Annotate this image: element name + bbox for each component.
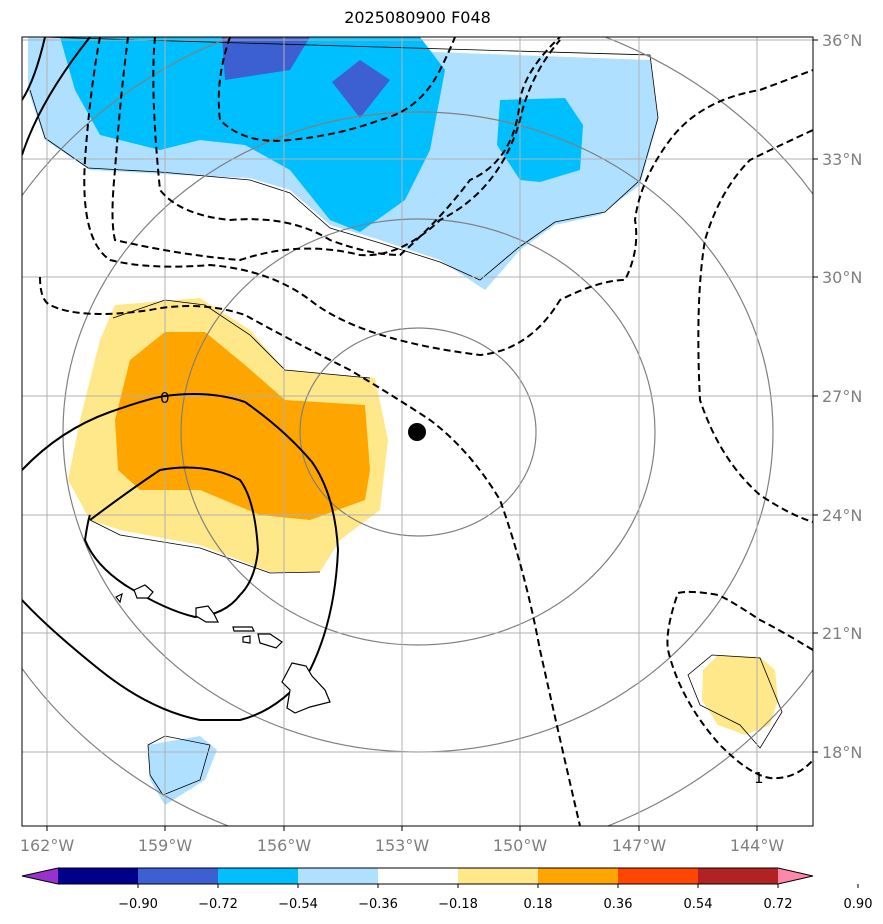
colorbar-extend-low xyxy=(22,868,58,884)
storm-center-marker xyxy=(408,423,426,441)
positive-shading xyxy=(68,298,778,735)
lon-label-147w: 147°W xyxy=(612,836,667,855)
lat-label-30n: 30°N xyxy=(822,268,862,287)
lon-label-144w: 144°W xyxy=(730,836,785,855)
colorbar-tick-label: 0.54 xyxy=(684,897,713,912)
colorbar-extend-high xyxy=(778,868,813,884)
negative-shading-north xyxy=(28,37,658,290)
lat-label-33n: 33°N xyxy=(822,150,862,169)
lon-label-156w: 156°W xyxy=(257,836,312,855)
colorbar-tick-label: 0.72 xyxy=(764,897,793,912)
lon-label-162w: 162°W xyxy=(20,836,75,855)
negative-shading-south xyxy=(148,736,217,805)
solid-contours xyxy=(22,37,340,721)
colorbar-segment xyxy=(698,868,779,884)
colorbar-tick-label: −0.90 xyxy=(118,897,158,912)
colorbar-tick-label: −0.18 xyxy=(438,897,478,912)
colorbar-tick-label: 0.36 xyxy=(604,897,633,912)
lat-label-24n: 24°N xyxy=(822,506,862,525)
colorbar-tick-label: −0.54 xyxy=(278,897,318,912)
lat-label-36n: 36°N xyxy=(822,31,862,50)
colorbar-tick-label: 0.90 xyxy=(844,897,873,912)
island-coastlines xyxy=(115,584,331,714)
map-frame xyxy=(21,36,814,827)
colorbar-segment xyxy=(538,868,619,884)
lon-axis: 162°W 159°W 156°W 153°W 150°W 147°W 144°… xyxy=(20,826,785,855)
lat-label-27n: 27°N xyxy=(822,387,862,406)
colorbar: −0.90 −0.72 −0.54 −0.36 −0.18 0.18 0.36 0.54 0.7… xyxy=(21,867,873,912)
lat-axis: 36°N 33°N 30°N 27°N 24°N 21°N 18°N xyxy=(813,31,862,762)
colorbar-segment xyxy=(458,868,539,884)
colorbar-segment xyxy=(138,868,219,884)
lat-label-21n: 21°N xyxy=(822,624,862,643)
colorbar-segment xyxy=(218,868,299,884)
map-area: 0 1 xyxy=(22,37,813,826)
colorbar-segment xyxy=(298,868,379,884)
lon-label-150w: 150°W xyxy=(493,836,548,855)
colorbar-segment xyxy=(58,868,139,884)
colorbar-segment xyxy=(378,868,459,884)
contour-label-zero: 0 xyxy=(160,389,170,407)
lon-label-153w: 153°W xyxy=(375,836,430,855)
colorbar-outline xyxy=(21,867,814,885)
colorbar-tick-label: −0.72 xyxy=(198,897,238,912)
chart-title: 2025080900 F048 xyxy=(344,8,491,27)
lat-label-18n: 18°N xyxy=(822,743,862,762)
dashed-contours xyxy=(39,37,813,826)
lon-label-159w: 159°W xyxy=(138,836,193,855)
contour-label-one: 1 xyxy=(754,769,764,787)
colorbar-tick-label: −0.36 xyxy=(358,897,398,912)
colorbar-segment xyxy=(618,868,699,884)
gridlines xyxy=(22,37,813,826)
colorbar-tick-label: 0.18 xyxy=(524,897,553,912)
